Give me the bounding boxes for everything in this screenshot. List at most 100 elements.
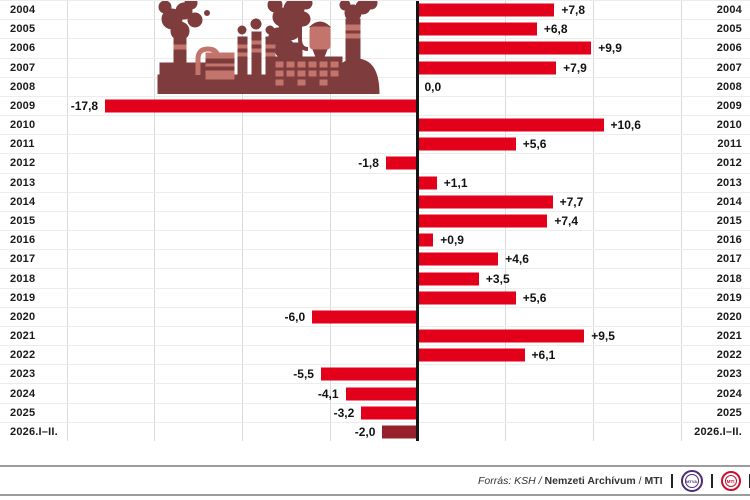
- value-label: -1,8: [358, 156, 379, 171]
- value-bar: [417, 252, 499, 266]
- mtva-logo-icon: MTVA: [680, 470, 703, 492]
- year-label-right: 2026.I–II.: [694, 425, 742, 438]
- year-label-right: 2007: [716, 61, 742, 74]
- value-label: +3,5: [485, 271, 510, 286]
- value-bar: [417, 61, 557, 75]
- year-label-left: 2004: [10, 4, 36, 17]
- grid-line: [680, 1, 682, 441]
- chart-region: 2004 2004 +7,8 2005 2005 +6,8 2006 2006 +9,9 2007…: [0, 0, 750, 441]
- year-label-left: 2013: [10, 176, 36, 189]
- footer-divider-icon: [670, 474, 673, 488]
- bar-row: 2006 2006 +9,9: [0, 39, 750, 59]
- year-label-right: 2012: [716, 157, 742, 170]
- source-separator: /: [638, 475, 642, 487]
- value-bar: [417, 22, 537, 36]
- value-bar: [382, 425, 418, 439]
- grid-line: [154, 1, 156, 441]
- value-label: +9,5: [591, 329, 615, 344]
- year-label-right: 2014: [716, 195, 742, 208]
- year-label-right: 2021: [716, 330, 742, 343]
- value-label: +6,1: [531, 348, 556, 363]
- year-label-left: 2010: [10, 119, 36, 132]
- bar-row: 2024 2024 -4,1: [0, 384, 750, 404]
- year-label-left: 2022: [10, 349, 36, 362]
- year-label-right: 2016: [716, 234, 742, 247]
- zero-axis-line: [416, 1, 419, 441]
- value-bar: [320, 367, 418, 381]
- year-label-right: 2008: [716, 80, 742, 93]
- value-bar: [361, 406, 418, 420]
- value-bar: [417, 233, 434, 247]
- value-label: 0,0: [424, 79, 442, 94]
- value-bar: [417, 214, 548, 228]
- year-label-left: 2016: [10, 234, 36, 247]
- year-label-left: 2009: [10, 99, 36, 112]
- value-label: -5,5: [293, 367, 314, 382]
- value-bar: [417, 348, 525, 362]
- bar-row: 2018 2018 +3,5: [0, 269, 750, 289]
- grid-line: [329, 1, 331, 441]
- grid-line: [66, 1, 68, 441]
- year-label-right: 2024: [716, 387, 742, 400]
- bar-row: 2026.I–II. 2026.I–II. -2,0: [0, 423, 750, 441]
- footer-bar: Forrás: KSH / Nemzeti Archívum / MTI MTV…: [0, 464, 750, 500]
- year-label-left: 2023: [10, 368, 36, 381]
- value-bar: [417, 118, 604, 132]
- year-label-right: 2020: [716, 310, 742, 323]
- value-label: -6,0: [284, 309, 306, 324]
- year-label-left: 2018: [10, 272, 36, 285]
- value-label: +1,1: [443, 175, 468, 190]
- source-archive: Nemzeti Archívum: [544, 475, 636, 487]
- source-prefix: Forrás: KSH /: [478, 475, 542, 487]
- value-label: +7,8: [561, 3, 586, 18]
- value-bar: [417, 3, 555, 17]
- value-label: +10,6: [610, 118, 641, 133]
- value-label: +4,6: [505, 252, 529, 267]
- year-label-right: 2019: [716, 291, 742, 304]
- year-label-right: 2009: [716, 99, 742, 112]
- value-label: +7,7: [559, 194, 584, 209]
- year-label-right: 2025: [716, 406, 742, 419]
- value-label: +9,9: [598, 41, 622, 56]
- bar-row: 2013 2013 +1,1: [0, 174, 750, 193]
- value-label: +6,8: [543, 22, 568, 37]
- year-label-right: 2011: [717, 138, 742, 151]
- value-label: +7,4: [554, 213, 579, 228]
- year-label-left: 2019: [10, 291, 36, 304]
- year-label-right: 2006: [716, 42, 742, 55]
- footer-content: Forrás: KSH / Nemzeti Archívum / MTI MTV…: [478, 467, 750, 495]
- bar-row: 2008 2008 0,0: [0, 78, 750, 97]
- year-label-right: 2018: [716, 272, 742, 285]
- year-label-left: 2021: [10, 330, 36, 343]
- value-label: -3,2: [333, 405, 355, 420]
- value-bar: [312, 310, 418, 324]
- mtva-logo-label: MTVA: [684, 474, 699, 488]
- value-label: -2,0: [354, 424, 376, 439]
- year-label-left: 2025: [10, 406, 36, 419]
- bar-row: 2009 2009 -17,8: [0, 97, 750, 117]
- year-label-left: 2026.I–II.: [10, 425, 58, 438]
- source-text: Forrás: KSH / Nemzeti Archívum / MTI: [478, 475, 663, 487]
- value-bar: [345, 387, 418, 401]
- bar-row: 2012 2012 -1,8: [0, 154, 750, 174]
- value-bar: [105, 99, 418, 113]
- year-label-right: 2017: [716, 253, 742, 266]
- mti-logo-icon: MTI: [720, 471, 741, 491]
- factory-smokestacks-icon: [157, 1, 380, 94]
- value-label: +5,6: [522, 137, 547, 152]
- mti-logo-label: MTI: [724, 475, 737, 487]
- bar-row: 2010 2010 +10,6: [0, 116, 750, 136]
- year-label-right: 2010: [716, 119, 742, 132]
- value-label: -17,8: [70, 98, 99, 113]
- bar-row: 2021 2021 +9,5: [0, 327, 750, 347]
- value-label: +0,9: [440, 233, 464, 248]
- grid-line: [593, 1, 594, 441]
- year-label-left: 2014: [10, 195, 36, 208]
- source-agency: MTI: [644, 475, 663, 487]
- bar-row: 2015 2015 +7,4: [0, 212, 750, 232]
- value-label: +7,9: [563, 60, 587, 75]
- value-bar: [385, 156, 418, 170]
- value-bar: [417, 329, 585, 343]
- year-label-right: 2013: [716, 176, 742, 189]
- year-label-left: 2007: [10, 61, 36, 74]
